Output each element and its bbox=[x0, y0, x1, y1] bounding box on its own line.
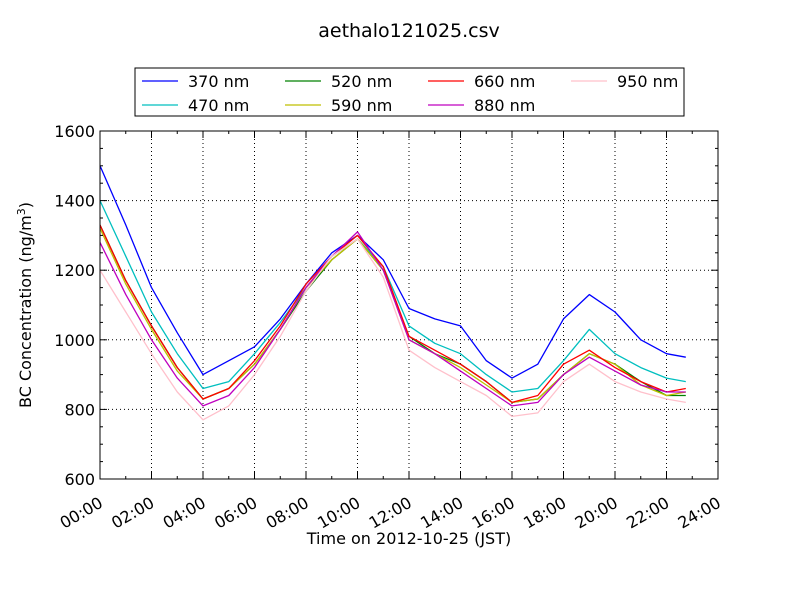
legend-box bbox=[134, 67, 685, 117]
y-tick-label: 800 bbox=[64, 400, 95, 419]
legend-label: 520 nm bbox=[331, 72, 392, 91]
y-axis-title-superscript: 3 bbox=[15, 208, 28, 215]
series-line bbox=[99, 238, 686, 421]
series-line bbox=[99, 231, 686, 407]
y-axis-title-main: BC Concentration (ng/m bbox=[16, 215, 35, 408]
legend-label: 370 nm bbox=[188, 72, 249, 91]
plot-area bbox=[99, 130, 719, 480]
y-axis-title: BC Concentration (ng/m3) bbox=[15, 202, 35, 408]
legend-label: 660 nm bbox=[474, 72, 535, 91]
series-layer bbox=[99, 165, 686, 421]
series-line bbox=[99, 200, 686, 393]
legend: 370 nm 470 nm 520 nm 590 nm 660 nm 880 nm 950 … bbox=[134, 67, 685, 117]
ticks bbox=[99, 130, 719, 480]
y-axis-title-close: ) bbox=[16, 202, 35, 208]
y-tick-label: 1600 bbox=[54, 122, 95, 141]
series-line bbox=[99, 165, 686, 379]
y-tick-labels: 600 800 1000 1200 1400 1600 bbox=[54, 122, 95, 489]
chart-title: aethalo121025.csv bbox=[318, 20, 500, 42]
legend-label: 590 nm bbox=[331, 96, 392, 115]
y-tick-label: 1400 bbox=[54, 192, 95, 211]
legend-label: 880 nm bbox=[474, 96, 535, 115]
series-line bbox=[99, 224, 686, 404]
y-tick-label: 1000 bbox=[54, 331, 95, 350]
legend-label: 950 nm bbox=[617, 72, 678, 91]
legend-label: 470 nm bbox=[188, 96, 249, 115]
x-axis-title: Time on 2012-10-25 (JST) bbox=[306, 529, 511, 548]
y-tick-label: 1200 bbox=[54, 261, 95, 280]
plot-background bbox=[100, 131, 718, 479]
y-tick-label: 600 bbox=[64, 470, 95, 489]
